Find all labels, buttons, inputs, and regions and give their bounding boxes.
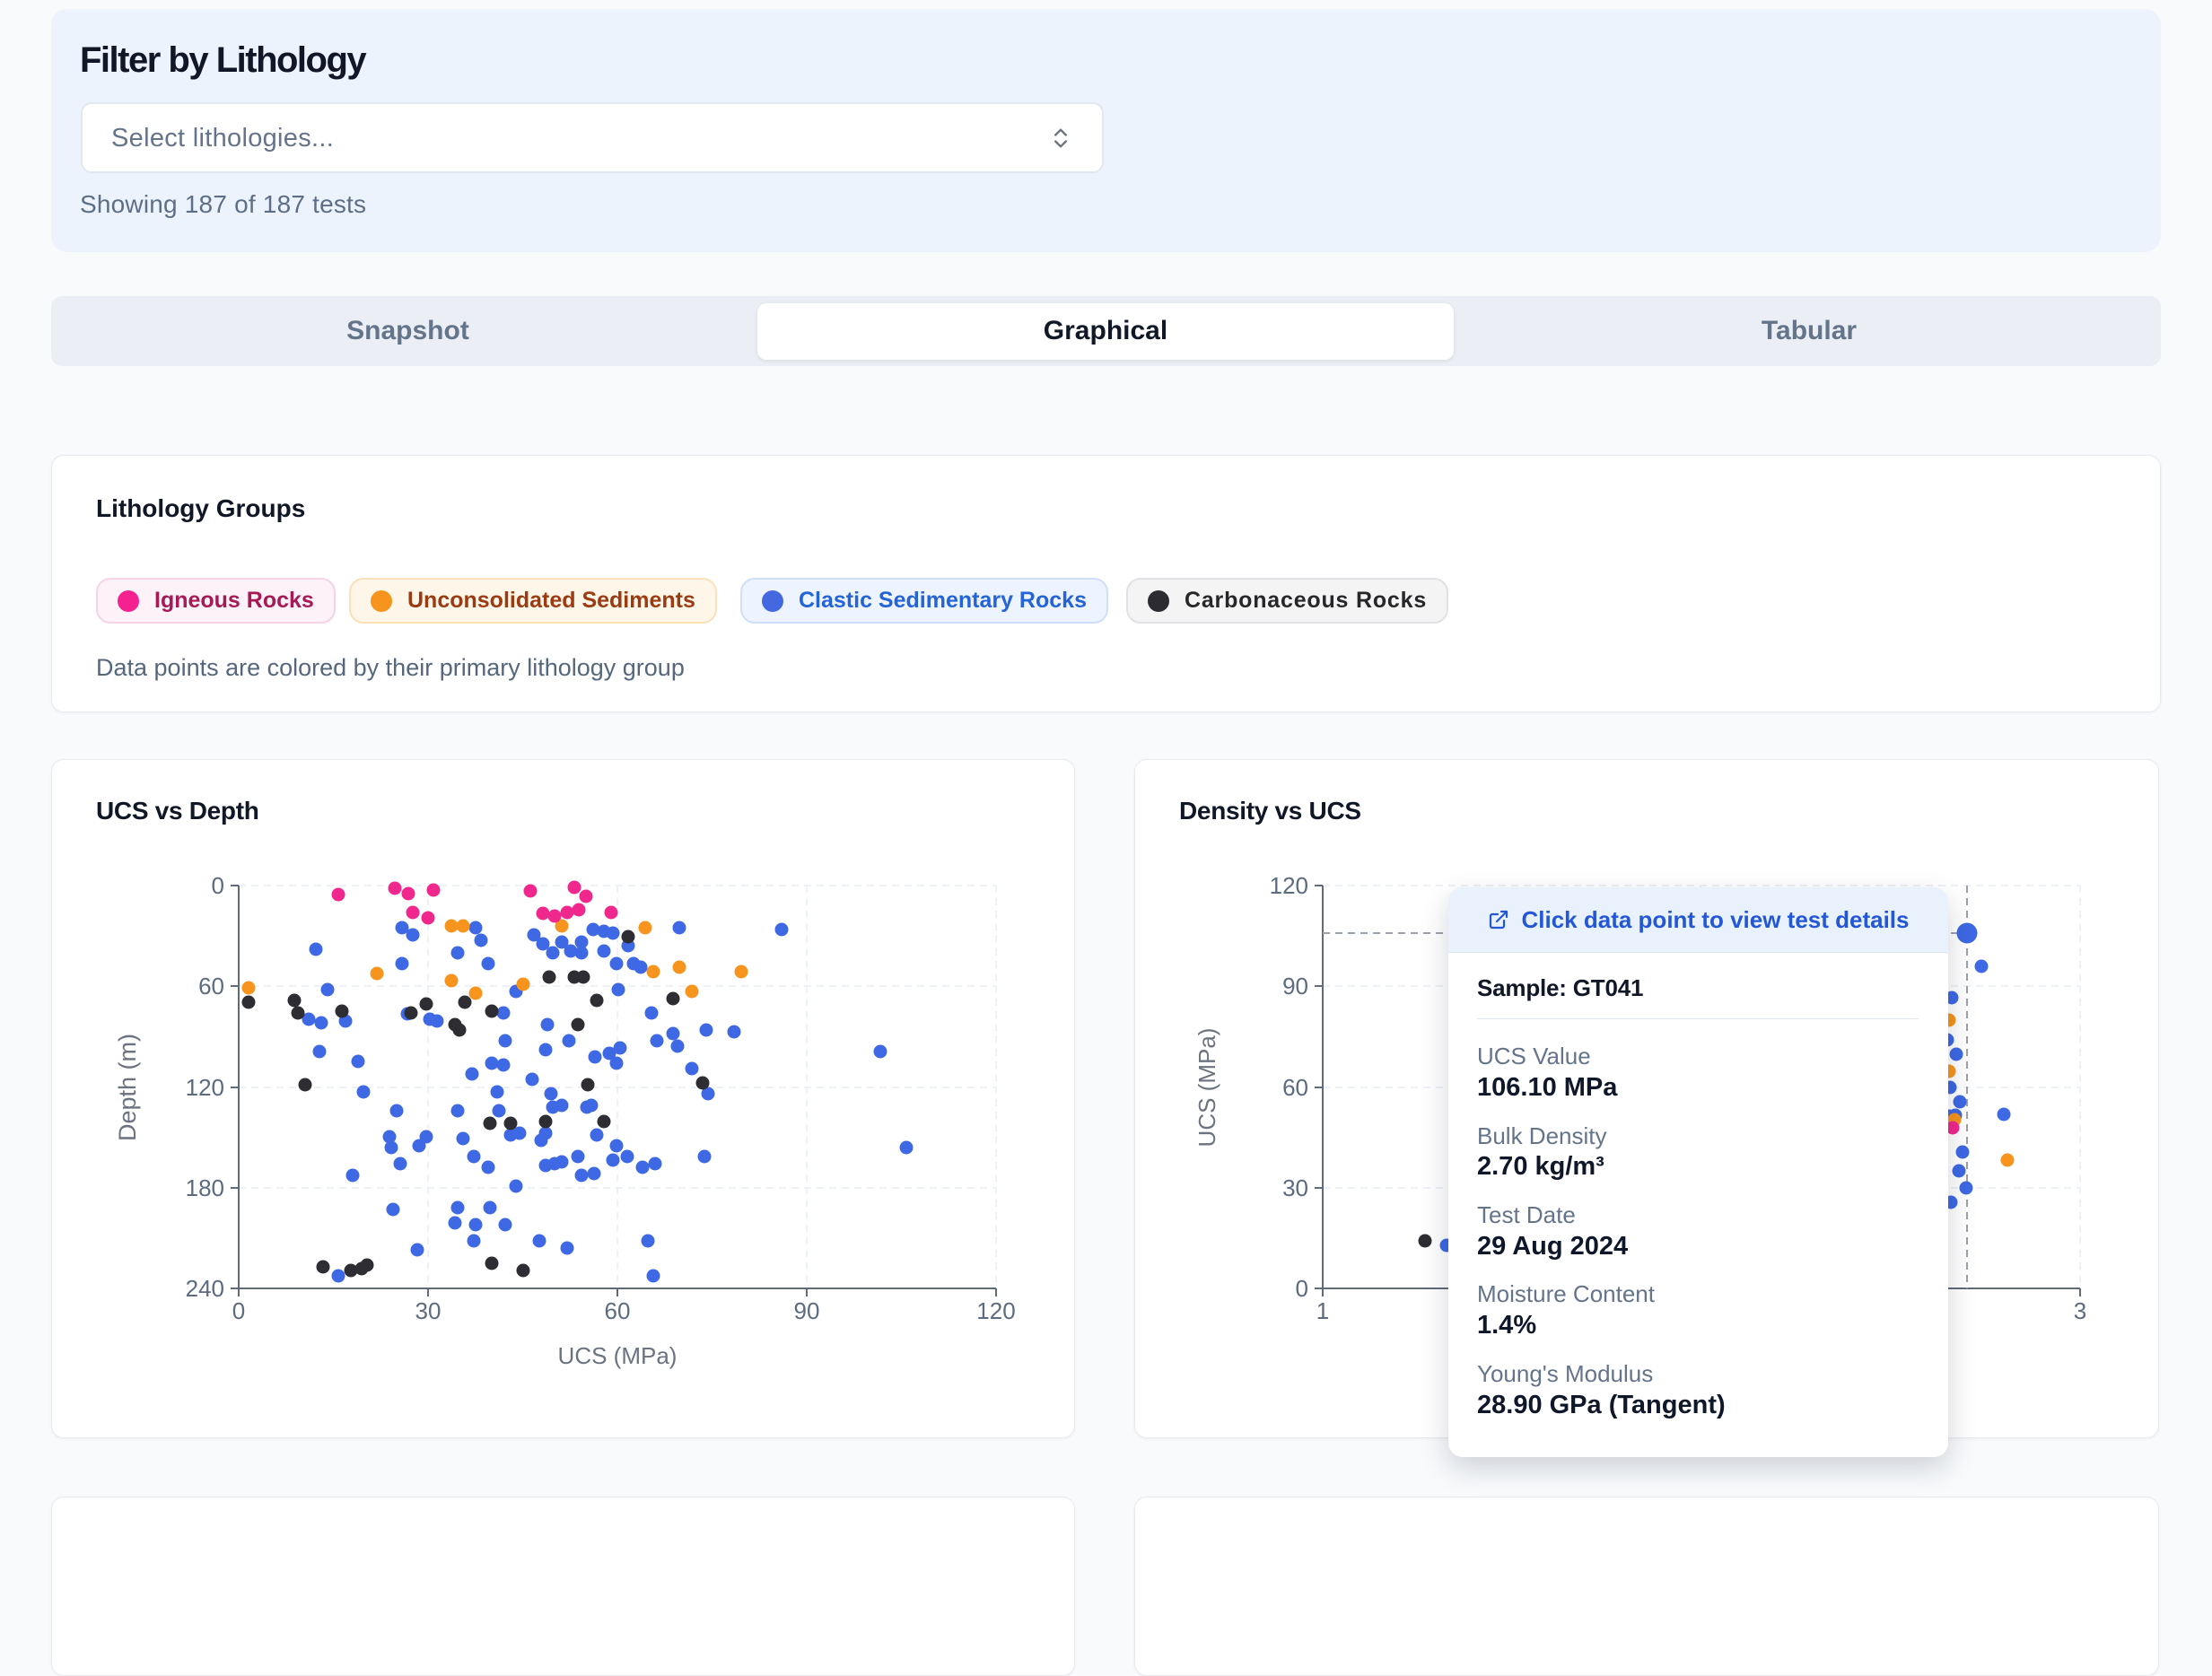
svg-text:240: 240 xyxy=(186,1275,224,1302)
svg-text:0: 0 xyxy=(1296,1275,1308,1302)
svg-text:30: 30 xyxy=(1282,1174,1308,1201)
svg-text:60: 60 xyxy=(605,1297,631,1324)
svg-text:120: 120 xyxy=(976,1297,1015,1324)
svg-text:30: 30 xyxy=(415,1297,442,1324)
svg-text:Depth (m): Depth (m) xyxy=(114,1034,141,1141)
svg-text:60: 60 xyxy=(198,973,224,999)
svg-text:UCS (MPa): UCS (MPa) xyxy=(1193,1028,1220,1148)
svg-text:90: 90 xyxy=(1282,973,1308,999)
svg-text:3: 3 xyxy=(2074,1297,2086,1324)
svg-text:120: 120 xyxy=(186,1074,224,1101)
svg-text:1: 1 xyxy=(1316,1297,1329,1324)
svg-text:0: 0 xyxy=(212,872,224,899)
svg-text:UCS (MPa): UCS (MPa) xyxy=(558,1342,678,1369)
svg-text:180: 180 xyxy=(186,1174,224,1201)
svg-text:90: 90 xyxy=(794,1297,820,1324)
svg-text:120: 120 xyxy=(1270,872,1308,899)
svg-text:60: 60 xyxy=(1282,1074,1308,1101)
svg-text:0: 0 xyxy=(232,1297,245,1324)
